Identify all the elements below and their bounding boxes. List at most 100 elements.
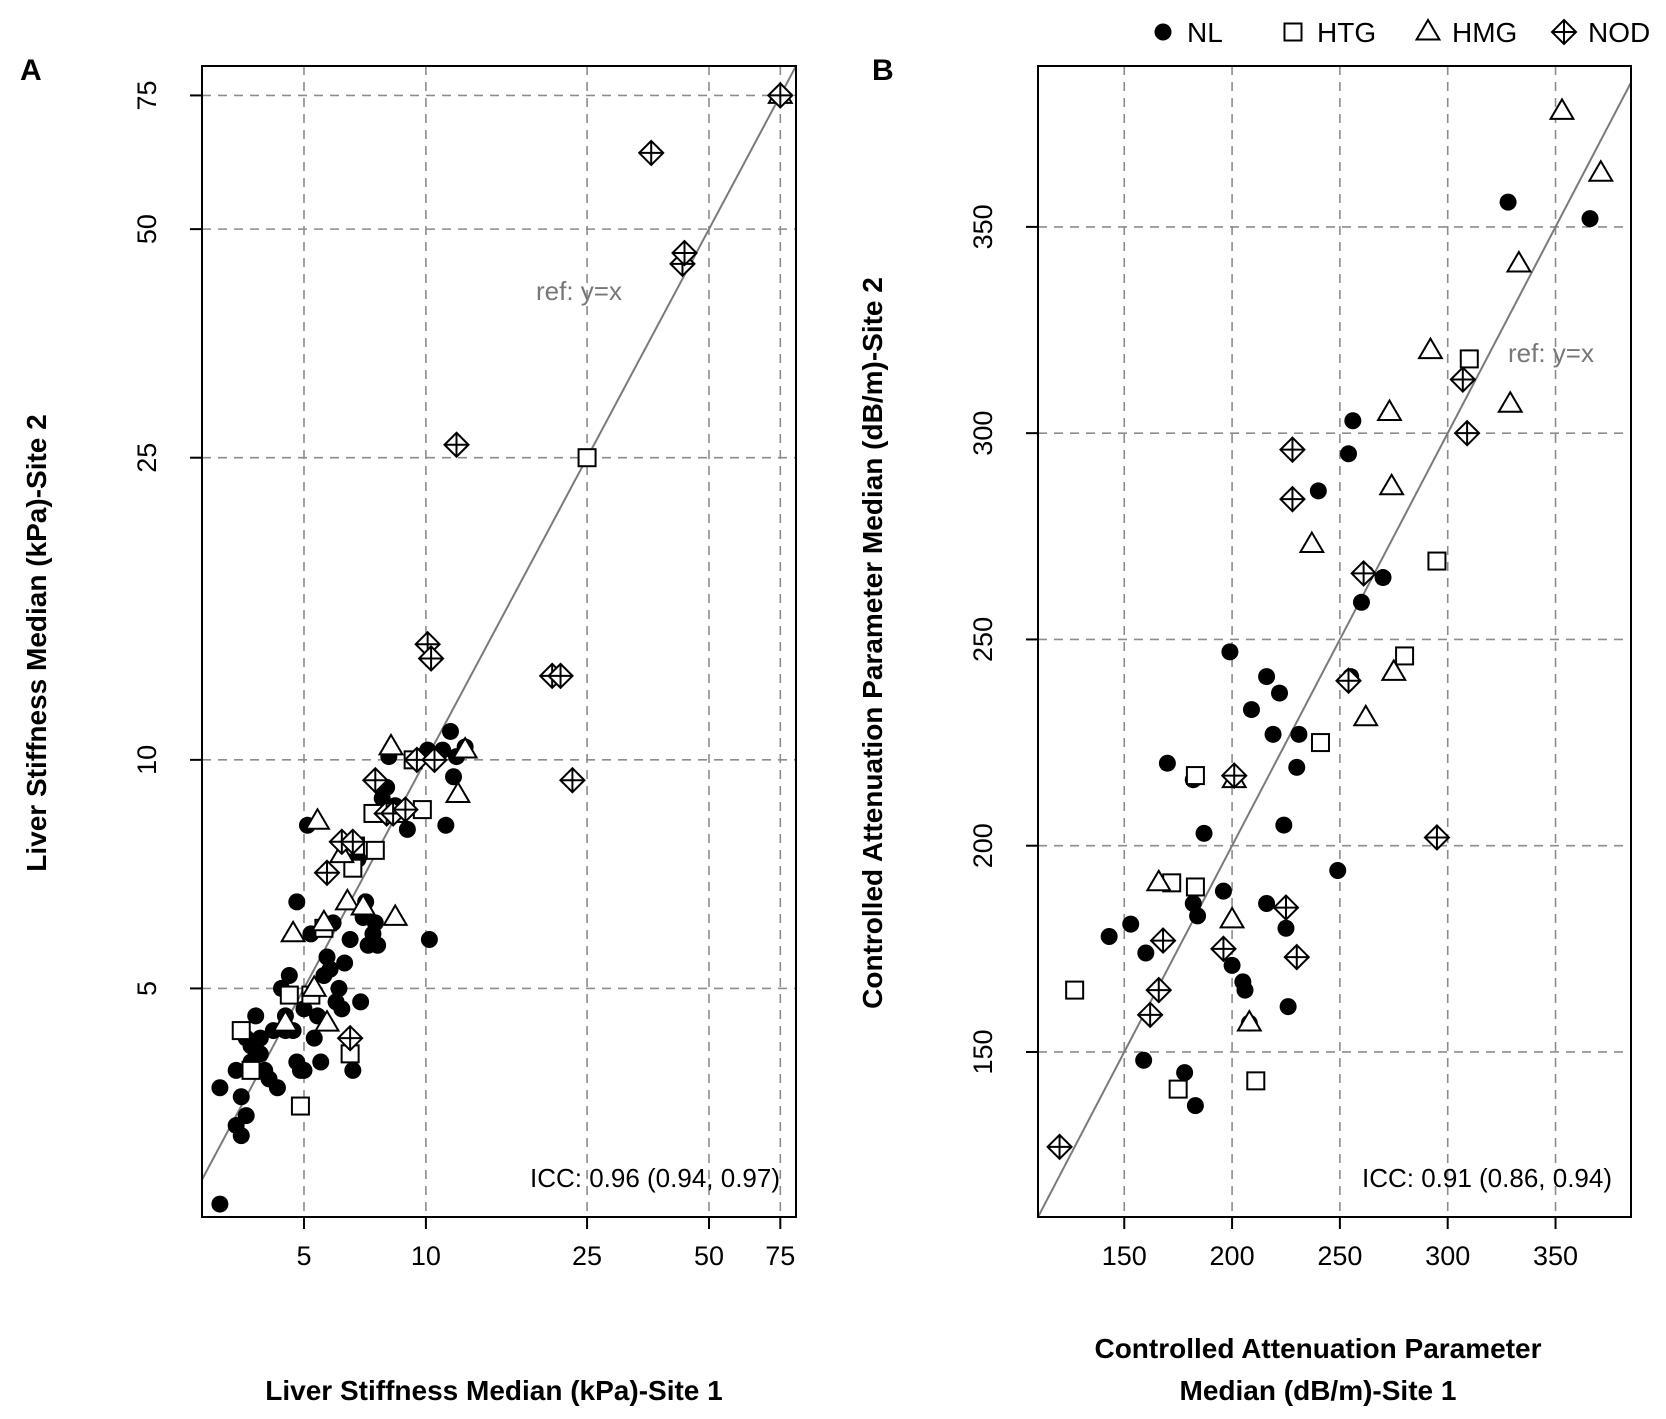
panel-b-point-nod-3 xyxy=(1149,927,1177,955)
panel-b-point-hmg-8 xyxy=(1380,658,1407,681)
panel-a-points xyxy=(211,81,794,1213)
panel-b-point-hmg-10 xyxy=(1497,390,1524,413)
panel-a-point-nl-38 xyxy=(333,1000,351,1018)
panel-a-point-nod-10 xyxy=(417,645,445,672)
legend-marker-hmg xyxy=(1414,18,1442,41)
panel-a-point-nl-0 xyxy=(211,1079,229,1097)
panel-a-point-nl-61 xyxy=(441,722,459,740)
panel-b-point-nod-0 xyxy=(1046,1133,1073,1161)
panel-b-point-hmg-5 xyxy=(1352,703,1379,727)
panel-a-point-hmg-11 xyxy=(444,780,472,804)
legend-label-nl: NL xyxy=(1187,17,1223,48)
panel-a-x-ticks: 5 10 25 50 75 xyxy=(296,1217,795,1271)
panel-a-point-nod-3 xyxy=(339,828,367,856)
panel-b-point-nl-18 xyxy=(1258,668,1276,686)
panel-b-point-htg-9 xyxy=(1459,349,1479,369)
panel-a-y-tick-label-50: 50 xyxy=(132,214,162,244)
panel-b-point-nl-5 xyxy=(1176,1064,1194,1082)
panel-b-point-nl-23 xyxy=(1277,919,1295,937)
panel-b-icc-annotation: ICC: 0.91 (0.86, 0.94) xyxy=(1362,1163,1612,1193)
panel-b-point-nl-21 xyxy=(1271,684,1289,702)
panel-a-point-hmg-1 xyxy=(279,919,307,943)
panel-b: B 150 200 250 300 350 150 200 250 300 350 ref: y… xyxy=(857,54,1632,1406)
panel-b-point-htg-7 xyxy=(1395,646,1415,666)
panel-b-x-axis-title-line-2: Median (dB/m)-Site 1 xyxy=(1180,1375,1457,1406)
panel-b-point-nl-35 xyxy=(1499,193,1517,211)
legend-marker-nod xyxy=(1550,18,1578,46)
panel-a-point-nod-18 xyxy=(671,239,698,267)
panel-a-point-nl-4 xyxy=(232,1088,250,1106)
panel-a-x-tick-label-5: 5 xyxy=(296,1241,311,1271)
panel-a-x-axis-title: Liver Stiffness Median (kPa)-Site 1 xyxy=(265,1375,722,1406)
panel-a-y-ticks: 5 10 25 50 75 xyxy=(132,80,202,996)
panel-a-y-tick-label-10: 10 xyxy=(132,745,162,775)
panel-b-point-nl-13 xyxy=(1223,956,1241,974)
panel-b-grid xyxy=(1038,66,1631,1217)
panel-b-point-hmg-3 xyxy=(1236,1009,1263,1032)
panel-b-point-nl-1 xyxy=(1122,915,1140,933)
panel-a-point-nod-8 xyxy=(403,746,431,774)
panel-a-point-nl-5 xyxy=(232,1127,250,1145)
legend-label-hmg: HMG xyxy=(1452,17,1517,48)
panel-b-x-tick-label-200: 200 xyxy=(1210,1241,1255,1271)
panel-a-point-nl-29 xyxy=(305,1029,323,1047)
panel-b-point-nod-4 xyxy=(1210,935,1237,963)
panel-a-point-nod-19 xyxy=(766,82,794,109)
panel-a-point-hmg-10 xyxy=(382,903,409,926)
panel-b-point-nl-17 xyxy=(1242,701,1260,719)
panel-a-point-nl-10 xyxy=(247,1007,265,1025)
panel-b-point-nod-10 xyxy=(1335,667,1362,695)
panel-a-point-htg-10 xyxy=(365,840,385,860)
panel-b-reference-line xyxy=(1038,80,1631,1217)
legend-marker-htg xyxy=(1283,22,1303,42)
panel-a-grid xyxy=(202,66,796,1217)
panel-b-point-nod-12 xyxy=(1423,824,1451,851)
panel-a: A 5 10 25 50 75 5 10 25 50 75 ref: y=x ICC: 0.96… xyxy=(20,54,797,1406)
panel-b-point-nod-8 xyxy=(1279,485,1306,513)
panel-b-point-nl-8 xyxy=(1186,1097,1204,1115)
panel-a-point-htg-3 xyxy=(290,1096,310,1116)
panel-a-x-tick-label-50: 50 xyxy=(694,1241,724,1271)
panel-a-point-hmg-3 xyxy=(304,807,331,830)
panel-b-point-nl-9 xyxy=(1189,907,1207,925)
panel-b-point-hmg-4 xyxy=(1298,530,1326,553)
panel-a-point-nl-16 xyxy=(268,1079,286,1097)
panel-b-point-nod-1 xyxy=(1136,1001,1164,1029)
panel-b-point-nl-19 xyxy=(1258,894,1276,912)
panel-a-point-hmg-12 xyxy=(452,736,479,759)
panel-a-point-nl-41 xyxy=(341,930,359,948)
panel-a-point-nl-60 xyxy=(437,816,455,834)
panel-a-point-nl-2 xyxy=(227,1061,245,1079)
panel-b-letter: B xyxy=(872,54,894,87)
panel-b-x-tick-label-350: 350 xyxy=(1533,1241,1578,1271)
panel-b-point-nl-3 xyxy=(1137,944,1155,962)
panel-b-point-nod-5 xyxy=(1220,762,1248,789)
panel-b-point-hmg-9 xyxy=(1417,336,1444,360)
panel-a-point-htg-0 xyxy=(231,1021,251,1041)
panel-b-point-htg-0 xyxy=(1065,980,1085,1000)
panel-b-y-tick-label-150: 150 xyxy=(968,1029,998,1074)
panel-a-point-nl-55 xyxy=(398,820,416,838)
panel-a-letter: A xyxy=(20,54,42,87)
panel-b-ref-line xyxy=(1038,80,1631,1217)
panel-a-point-hmg-9 xyxy=(377,732,405,756)
panel-a-point-nl-31 xyxy=(312,1053,330,1071)
panel-b-point-nl-20 xyxy=(1264,725,1282,743)
panel-b-point-hmg-11 xyxy=(1505,250,1533,273)
panel-b-point-nl-22 xyxy=(1275,816,1293,834)
panel-a-ref-label: ref: y=x xyxy=(536,276,622,306)
panel-b-y-tick-label-300: 300 xyxy=(968,411,998,456)
panel-b-x-tick-label-300: 300 xyxy=(1425,1241,1470,1271)
panel-b-point-nl-29 xyxy=(1340,445,1358,463)
panel-a-x-tick-label-10: 10 xyxy=(411,1241,441,1271)
panel-a-point-nl-42 xyxy=(344,1061,362,1079)
panel-a-point-hmg-8 xyxy=(350,893,377,916)
panel-a-x-tick-label-25: 25 xyxy=(572,1241,602,1271)
panel-a-point-htg-1 xyxy=(241,1060,261,1080)
panel-b-point-nl-15 xyxy=(1236,981,1254,999)
panel-a-point-nl-49 xyxy=(366,914,384,932)
panel-a-point-nod-7 xyxy=(391,796,419,824)
panel-b-point-nl-12 xyxy=(1221,643,1239,661)
panel-a-point-nl-34 xyxy=(321,960,339,978)
